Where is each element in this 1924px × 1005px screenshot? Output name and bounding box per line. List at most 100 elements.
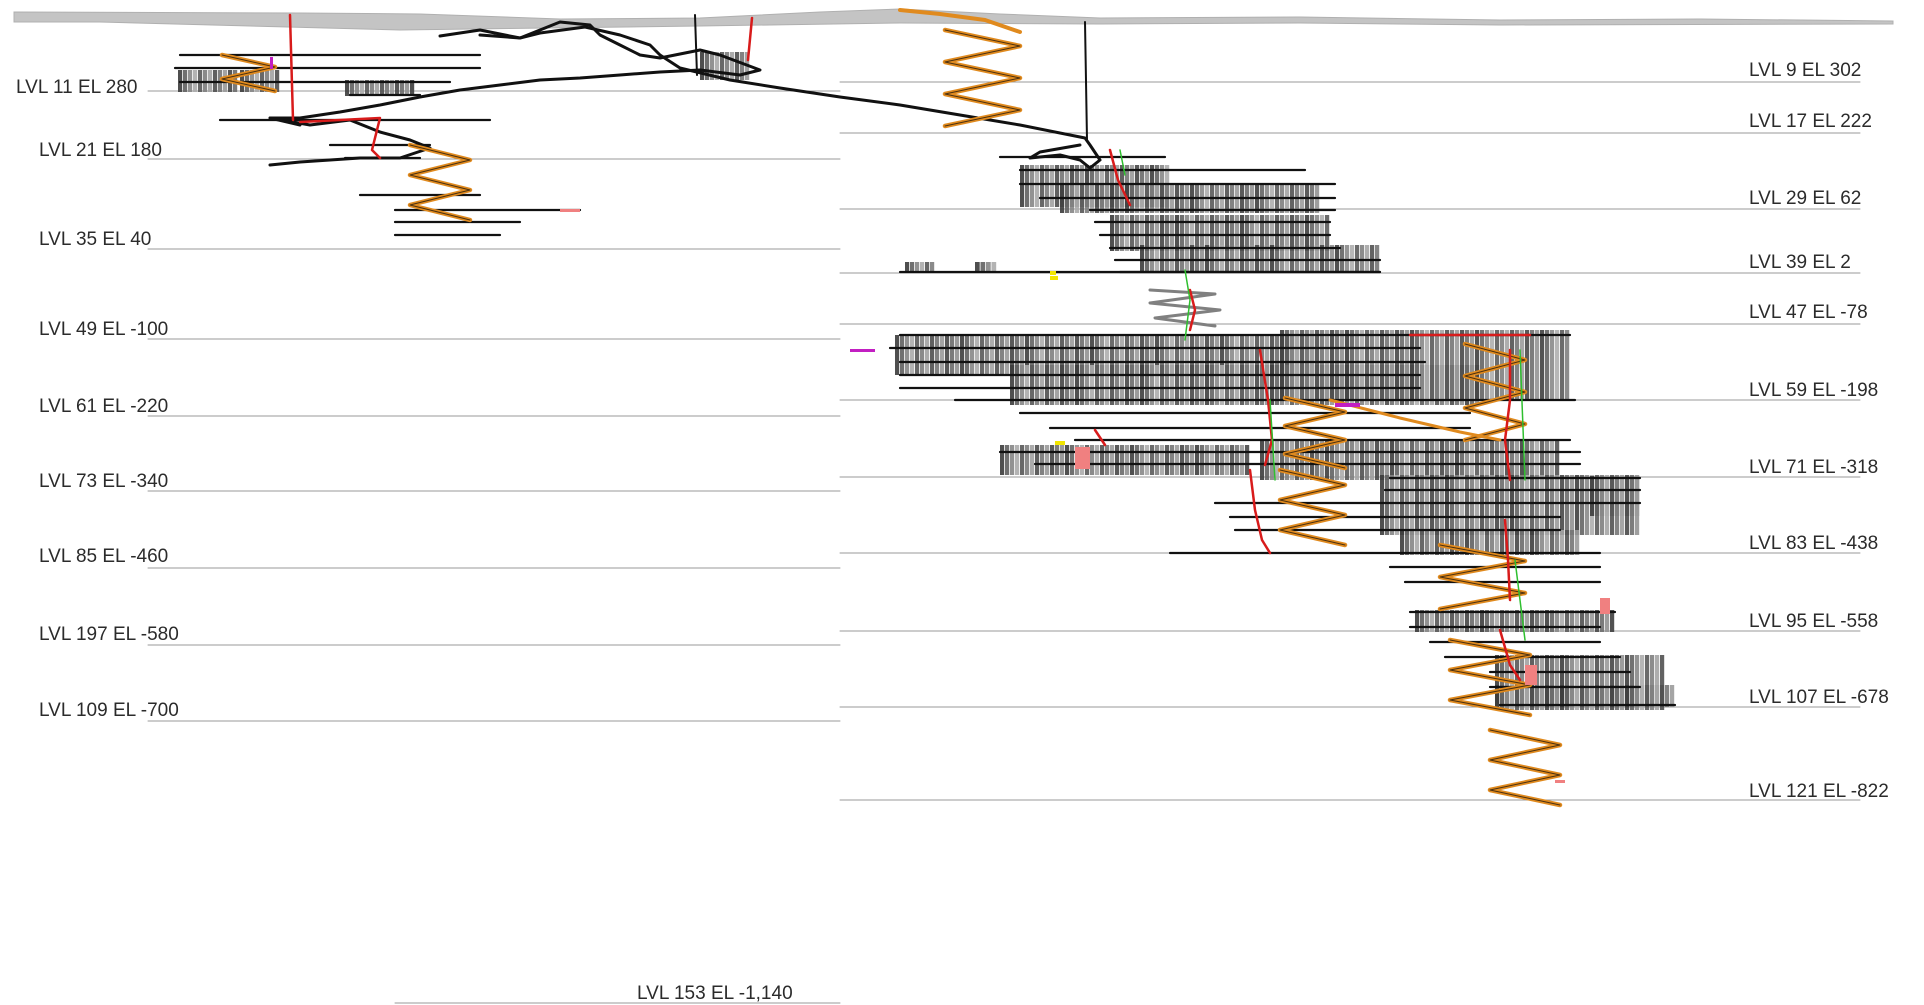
stope-stripe bbox=[1625, 655, 1630, 710]
stope-stripe bbox=[1490, 530, 1495, 555]
stope-stripe bbox=[1025, 335, 1030, 375]
stope-stripe bbox=[1105, 365, 1110, 405]
stope-stripe bbox=[1260, 440, 1265, 480]
stope-stripe bbox=[1030, 445, 1035, 475]
surface-topography bbox=[13, 8, 1894, 31]
stope-stripe bbox=[1560, 330, 1565, 400]
stope-stripe bbox=[1495, 530, 1500, 555]
stope-stripe bbox=[1280, 440, 1285, 480]
stope-stripe bbox=[715, 52, 720, 80]
stope-stripe bbox=[1000, 445, 1005, 475]
raise-alt bbox=[1184, 269, 1191, 341]
stope-stripe bbox=[1535, 440, 1540, 480]
stope-stripe bbox=[1605, 655, 1610, 710]
stope-stripe bbox=[1135, 215, 1140, 251]
stope-stripe bbox=[1305, 330, 1310, 400]
stope-stripe bbox=[915, 262, 920, 271]
stope-stripe bbox=[1590, 476, 1595, 516]
stope-stripe bbox=[1415, 530, 1420, 555]
stope-stripe bbox=[1165, 365, 1170, 405]
stope-stripe bbox=[1000, 335, 1005, 375]
stope-stripe bbox=[1270, 335, 1275, 375]
stope-stripe bbox=[1055, 365, 1060, 405]
stope-stripe bbox=[375, 80, 380, 96]
stope-stripe bbox=[1055, 165, 1060, 207]
stope-stripe bbox=[1115, 335, 1120, 375]
stope-stripe bbox=[1130, 215, 1135, 251]
stope-stripe bbox=[1620, 476, 1625, 516]
stope-stripe bbox=[1265, 365, 1270, 405]
stope-stripe bbox=[1520, 440, 1525, 480]
raise-group bbox=[288, 13, 1532, 682]
stope-stripe bbox=[1400, 475, 1405, 535]
stope-stripe bbox=[1035, 335, 1040, 375]
stope-stripe bbox=[1210, 445, 1215, 475]
stope-stripe bbox=[1655, 655, 1660, 710]
stope-stripe bbox=[1445, 330, 1450, 400]
stope-stripe bbox=[1470, 530, 1475, 555]
stope-stripe bbox=[925, 262, 930, 271]
stope-stripe bbox=[410, 80, 415, 96]
stope-stripe bbox=[1480, 440, 1485, 480]
stope-stripe bbox=[1550, 655, 1555, 710]
stope-stripe bbox=[1165, 215, 1170, 251]
ramp-spiral bbox=[942, 27, 1023, 129]
stope-stripe bbox=[1255, 365, 1260, 405]
level-label: LVL 9 EL 302 bbox=[1749, 60, 1862, 81]
stope-stripe bbox=[1555, 530, 1560, 555]
stope-stripe bbox=[1245, 215, 1250, 251]
stope-stripe bbox=[1130, 445, 1135, 475]
stope-stripe bbox=[1545, 530, 1550, 555]
stope-stripe bbox=[1410, 440, 1415, 480]
stope-stripe bbox=[1400, 440, 1405, 480]
stope-stripe bbox=[1490, 440, 1495, 480]
stope-stripe bbox=[1240, 215, 1245, 251]
stope-stripe bbox=[1090, 365, 1095, 405]
stope-stripe bbox=[1600, 476, 1605, 516]
stope-stripe bbox=[1330, 330, 1335, 400]
stope-stripe bbox=[1045, 445, 1050, 475]
stope-stripe bbox=[1400, 530, 1405, 555]
stope-stripe bbox=[1110, 215, 1115, 251]
stope-stripe bbox=[1445, 530, 1450, 555]
stope-stripe bbox=[1145, 445, 1150, 475]
accent-mark bbox=[1055, 441, 1065, 445]
stope-stripe bbox=[1050, 445, 1055, 475]
stope-stripe bbox=[1635, 476, 1640, 516]
stope-stripe bbox=[1230, 215, 1235, 251]
stope-stripe bbox=[1105, 445, 1110, 475]
stope-stripe bbox=[1090, 445, 1095, 475]
stope-stripe bbox=[1455, 610, 1460, 632]
stope-stripe bbox=[1535, 610, 1540, 632]
stope-stripe bbox=[910, 335, 915, 375]
raise bbox=[1503, 348, 1512, 482]
stope-stripe bbox=[1365, 330, 1370, 400]
stope-stripe bbox=[1280, 330, 1285, 400]
stope-stripe bbox=[1475, 475, 1480, 535]
stope-stripe bbox=[920, 335, 925, 375]
stope-stripe bbox=[895, 335, 900, 375]
stope-stripe bbox=[1305, 215, 1310, 251]
stope-stripe bbox=[1485, 530, 1490, 555]
stope-stripe bbox=[1260, 335, 1265, 375]
stope-stripe bbox=[1135, 445, 1140, 475]
stope-stripe bbox=[1495, 655, 1500, 710]
stope-stripe bbox=[1670, 685, 1675, 707]
level-label: LVL 109 EL -700 bbox=[39, 700, 179, 721]
stope-stripe bbox=[1355, 330, 1360, 400]
stope-stripe bbox=[930, 335, 935, 375]
stope-stripe bbox=[1080, 335, 1085, 375]
raise-alt bbox=[1119, 149, 1126, 176]
stope-stripe bbox=[1455, 530, 1460, 555]
stope-stripe bbox=[1040, 445, 1045, 475]
stope-stripe bbox=[1510, 685, 1515, 707]
stope-stripe bbox=[1110, 445, 1115, 475]
stope-stripe bbox=[1560, 610, 1565, 632]
stope-stripe bbox=[1605, 476, 1610, 516]
stope-stripe bbox=[910, 262, 915, 271]
stope-stripe bbox=[1040, 335, 1045, 375]
stope-stripe bbox=[1660, 655, 1665, 710]
stope-stripe bbox=[1125, 365, 1130, 405]
stope-stripe bbox=[1420, 330, 1425, 400]
